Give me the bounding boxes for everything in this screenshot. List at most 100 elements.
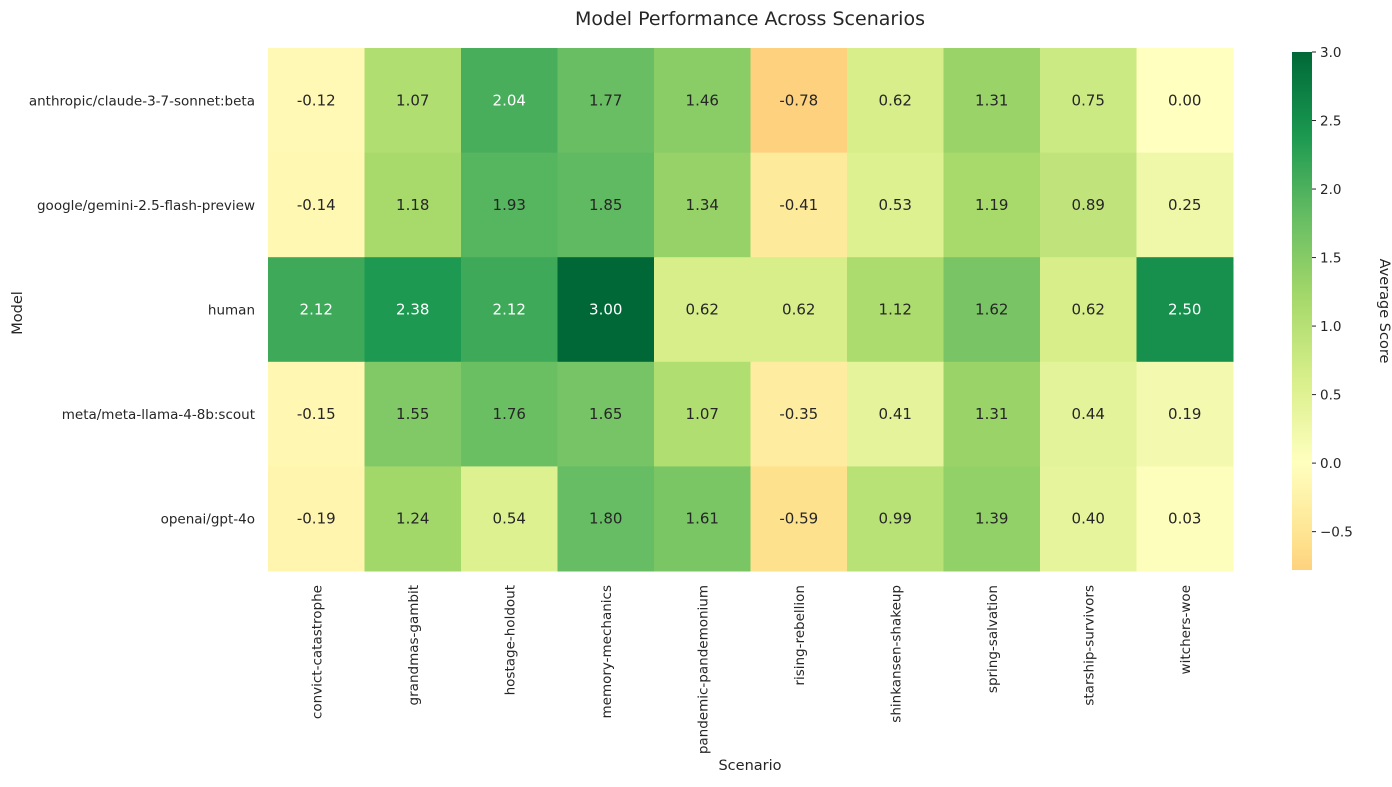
heatmap-cell [557,361,655,467]
row-tick-label: meta/meta-llama-4-8b:scout [62,407,255,423]
heatmap-cell [943,152,1041,258]
cell-value-label: 1.61 [686,510,719,528]
heatmap-cell [364,466,462,572]
heatmap-cell [557,152,655,258]
cell-value-label: 0.99 [879,510,912,528]
chart-title: Model Performance Across Scenarios [575,8,925,30]
column-tick-label: memory-mechanics [599,585,615,719]
cell-value-label: 1.19 [975,196,1008,214]
cell-value-label: 1.31 [975,91,1008,109]
heatmap-cell [1136,48,1234,154]
heatmap-cell [1040,361,1137,467]
cell-value-label: 1.24 [396,510,429,528]
cell-value-label: 1.34 [686,196,719,214]
column-tick-labels: convict-catastrophe grandmas-gambit hostag… [309,585,1194,754]
heatmap-cell [847,257,944,363]
heatmap-cell [654,257,751,363]
cell-value-label: -0.35 [779,405,818,423]
cell-value-label: 0.00 [1168,91,1201,109]
heatmap-cell [268,257,365,363]
heatmap-cell [364,48,462,154]
cell-value-label: 0.75 [1072,91,1105,109]
heatmap-cell [943,48,1041,154]
heatmap-cell [461,257,558,363]
cell-value-label: 0.89 [1072,196,1105,214]
cell-value-label: 0.53 [879,196,912,214]
heatmap-cell [1136,152,1234,258]
y-axis-label: Model [10,291,26,335]
cell-value-label: 1.76 [493,405,526,423]
heatmap-cell [1040,466,1137,572]
cell-value-label: -0.59 [779,510,818,528]
heatmap-cell [268,48,365,154]
heatmap-cell [461,152,558,258]
cell-value-label: 0.62 [1072,301,1105,319]
colorbar [1292,52,1312,570]
cell-value-label: 1.85 [589,196,622,214]
heatmap-cell [750,361,848,467]
row-tick-label: human [208,303,255,319]
heatmap-cell [461,466,558,572]
cell-value-label: 1.62 [975,301,1008,319]
colorbar-tick-label: 0.0 [1320,456,1341,472]
row-tick-label: google/gemini-2.5-flash-preview [37,198,255,214]
cell-value-label: 0.62 [879,91,912,109]
column-tick-label: pandemic-pandemonium [695,585,711,754]
row-tick-label: openai/gpt-4o [161,512,255,528]
heatmap-cell [268,361,365,467]
cell-value-label: 1.31 [975,405,1008,423]
heatmap-cell [268,152,365,258]
heatmap-cell-labels: -0.12 1.07 2.04 1.77 1.46 -0.78 0.62 1.31 0.75 0.… [297,91,1202,527]
column-tick-label: convict-catastrophe [309,585,325,719]
cell-value-label: 1.07 [396,91,429,109]
column-tick-label: spring-salvation [985,585,1001,693]
cell-value-label: -0.19 [297,510,336,528]
cell-value-label: 2.04 [493,91,526,109]
heatmap-cell [1040,152,1137,258]
column-tick-label: witchers-woe [1178,585,1194,674]
cell-value-label: 1.65 [589,405,622,423]
heatmap-cell [654,152,751,258]
colorbar-tick-label: 1.5 [1320,251,1341,267]
cell-value-label: 1.77 [589,91,622,109]
column-tick-label: hostage-holdout [502,585,518,695]
x-axis-label: Scenario [718,758,781,774]
cell-value-label: 2.50 [1168,301,1201,319]
cell-value-label: -0.14 [297,196,336,214]
colorbar-tick-label: 0.5 [1320,388,1341,404]
cell-value-label: 0.44 [1072,405,1105,423]
column-tick-label: grandmas-gambit [406,585,422,705]
cell-value-label: 1.07 [686,405,719,423]
heatmap-cell [461,48,558,154]
heatmap-cell [847,466,944,572]
cell-value-label: 0.54 [493,510,526,528]
cell-value-label: 1.12 [879,301,912,319]
heatmap-cell [750,466,848,572]
cell-value-label: 2.12 [300,301,333,319]
cell-value-label: 1.46 [686,91,719,109]
colorbar-tick-label: −0.5 [1320,525,1353,541]
heatmap-cell [943,257,1041,363]
cell-value-label: 0.62 [686,301,719,319]
cell-value-label: -0.15 [297,405,336,423]
heatmap-cells [268,48,1234,572]
cell-value-label: 0.41 [879,405,912,423]
heatmap-cell [847,361,944,467]
colorbar-ticks: 3.0 2.5 2.0 1.5 1.0 0.5 0.0 −0.5 [1312,45,1353,541]
cell-value-label: 1.55 [396,405,429,423]
heatmap-cell [943,466,1041,572]
row-tick-labels: anthropic/claude-3-7-sonnet:beta google/g… [29,93,255,527]
cell-value-label: -0.12 [297,91,336,109]
heatmap-cell [557,48,655,154]
cell-value-label: 1.39 [975,510,1008,528]
heatmap-cell [750,48,848,154]
cell-value-label: -0.78 [779,91,818,109]
colorbar-tick-label: 1.0 [1320,319,1341,335]
heatmap-cell [268,466,365,572]
heatmap-cell [364,361,462,467]
colorbar-tick-label: 3.0 [1320,45,1341,61]
cell-value-label: 0.19 [1168,405,1201,423]
cell-value-label: 2.12 [493,301,526,319]
cell-value-label: 1.80 [589,510,622,528]
